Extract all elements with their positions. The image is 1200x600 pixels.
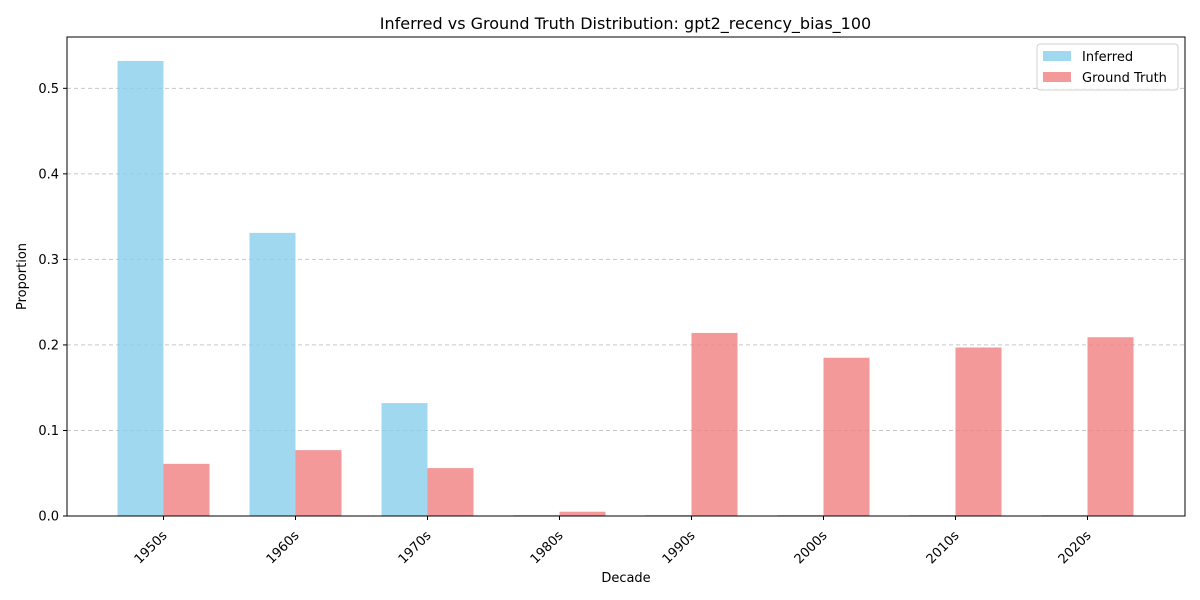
legend-swatch <box>1043 72 1071 82</box>
x-axis: 1950s 1960s 1970s 1980s 1990s 2000s 2010s 2020s <box>132 516 1095 567</box>
bars <box>117 60 1134 517</box>
legend-swatch <box>1043 51 1071 61</box>
plot-frame <box>66 36 1186 517</box>
legend-label: Inferred <box>1082 50 1133 65</box>
y-tick-label: 0.3 <box>38 253 59 268</box>
legend-box <box>1036 43 1179 91</box>
x-tick-label: 1950s <box>132 528 171 567</box>
chart-title: Inferred vs Ground Truth Distribution: g… <box>380 14 871 34</box>
bar-inferred <box>381 403 428 516</box>
bar-inferred <box>117 60 164 516</box>
x-tick-label: 1990s <box>660 528 699 567</box>
x-tick-label: 2020s <box>1056 528 1095 567</box>
bar-ground-truth <box>427 468 474 516</box>
bar-ground-truth <box>295 450 342 516</box>
y-tick-label: 0.5 <box>38 82 59 97</box>
x-tick-label: 2000s <box>792 528 831 567</box>
bar-ground-truth <box>823 357 870 516</box>
bar-ground-truth <box>691 332 738 516</box>
y-tick-label: 0.4 <box>38 167 59 182</box>
bar-ground-truth <box>559 511 606 516</box>
y-axis-label: Proportion <box>15 243 30 310</box>
bar-ground-truth <box>163 463 210 516</box>
grid-lines <box>67 87 1185 431</box>
y-tick-label: 0.1 <box>38 424 59 439</box>
y-tick-label: 0.0 <box>38 510 59 525</box>
legend-label: Ground Truth <box>1082 71 1167 86</box>
x-tick-label: 1980s <box>528 528 567 567</box>
x-tick-label: 2010s <box>924 528 963 567</box>
bar-inferred <box>249 232 296 517</box>
bar-ground-truth <box>955 347 1002 516</box>
bar-ground-truth <box>1087 337 1134 516</box>
x-tick-label: 1970s <box>396 528 435 567</box>
y-tick-label: 0.2 <box>38 338 59 353</box>
y-axis: 0.0 0.1 0.2 0.3 0.4 0.5 <box>38 82 67 525</box>
legend: Inferred Ground Truth <box>1036 43 1179 91</box>
x-tick-label: 1960s <box>264 528 303 567</box>
x-axis-label: Decade <box>601 571 650 586</box>
